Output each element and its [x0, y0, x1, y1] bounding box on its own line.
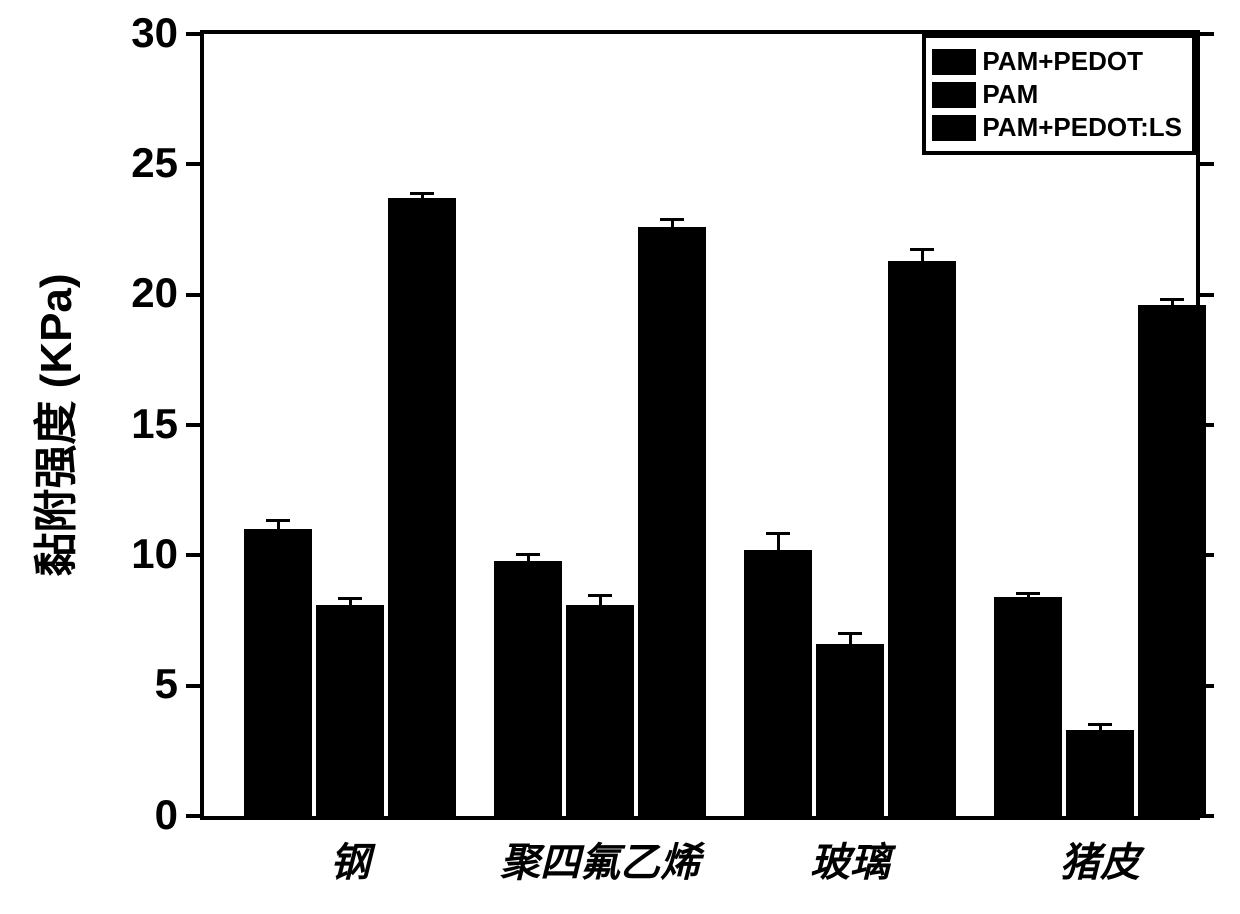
bar	[566, 605, 634, 816]
bar	[494, 561, 562, 816]
legend-label: PAM	[982, 79, 1038, 110]
y-tick-mark	[1200, 293, 1214, 297]
y-tick-label: 20	[131, 269, 178, 317]
y-tick-label: 0	[155, 791, 178, 839]
legend: PAM+PEDOTPAMPAM+PEDOT:LS	[922, 34, 1196, 155]
legend-swatch	[932, 115, 976, 141]
y-tick-label: 15	[131, 400, 178, 448]
error-bar	[849, 634, 852, 644]
legend-label: PAM+PEDOT	[982, 46, 1143, 77]
legend-label: PAM+PEDOT:LS	[982, 112, 1182, 143]
error-cap	[410, 192, 434, 195]
error-cap	[1016, 592, 1040, 595]
y-tick-mark	[186, 553, 200, 557]
y-tick-mark	[186, 684, 200, 688]
y-tick-label: 25	[131, 139, 178, 187]
bar	[744, 550, 812, 816]
error-cap	[660, 218, 684, 221]
y-axis-label: 黏附强度 (KPa)	[20, 273, 84, 576]
bar	[1066, 730, 1134, 816]
legend-item: PAM	[932, 79, 1182, 110]
y-tick-mark	[186, 814, 200, 818]
bar	[994, 597, 1062, 816]
legend-swatch	[932, 49, 976, 75]
error-cap	[766, 532, 790, 535]
legend-swatch	[932, 82, 976, 108]
y-tick-mark	[186, 293, 200, 297]
x-tick-label: 玻璃	[810, 830, 890, 888]
bar	[388, 198, 456, 816]
error-cap	[910, 248, 934, 251]
x-tick-label: 钢	[330, 830, 370, 888]
error-bar	[921, 249, 924, 261]
legend-item: PAM+PEDOT	[932, 46, 1182, 77]
error-cap	[588, 594, 612, 597]
error-cap	[516, 553, 540, 556]
legend-item: PAM+PEDOT:LS	[932, 112, 1182, 143]
error-bar	[777, 533, 780, 550]
bar	[888, 261, 956, 816]
y-tick-mark	[186, 162, 200, 166]
y-tick-mark	[1200, 32, 1214, 36]
x-tick-label: 聚四氟乙烯	[500, 830, 700, 888]
error-cap	[266, 519, 290, 522]
x-tick-label: 猪皮	[1060, 830, 1140, 888]
y-tick-label: 30	[131, 9, 178, 57]
error-cap	[1088, 723, 1112, 726]
bar	[816, 644, 884, 816]
y-tick-mark	[186, 423, 200, 427]
y-tick-mark	[1200, 162, 1214, 166]
bar	[1138, 305, 1206, 816]
bar	[638, 227, 706, 816]
error-cap	[838, 632, 862, 635]
error-cap	[1160, 298, 1184, 301]
adhesion-strength-chart: 黏附强度 (KPa) PAM+PEDOTPAMPAM+PEDOT:LS 0 5 10…	[0, 0, 1240, 914]
bar	[244, 529, 312, 816]
bar	[316, 605, 384, 816]
y-tick-label: 10	[131, 530, 178, 578]
y-tick-label: 5	[155, 660, 178, 708]
y-tick-mark	[186, 32, 200, 36]
error-cap	[338, 597, 362, 600]
